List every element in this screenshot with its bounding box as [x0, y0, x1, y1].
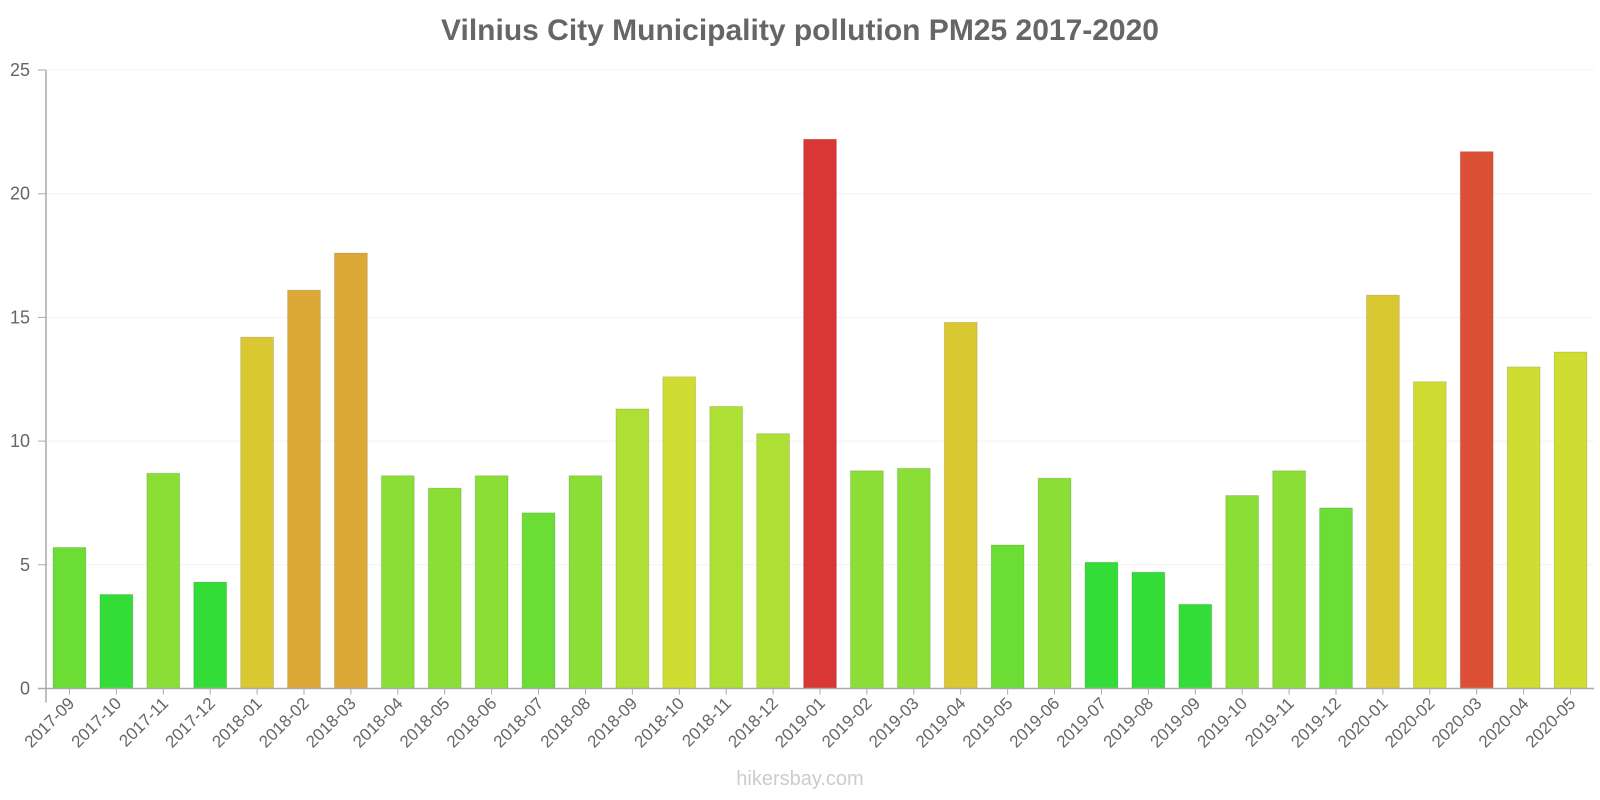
x-tick-label: 2019-03 — [865, 694, 923, 752]
x-tick-label: 2018-06 — [443, 694, 501, 752]
x-tick-label: 2019-01 — [771, 694, 829, 752]
bar — [568, 475, 603, 689]
bar — [1319, 507, 1353, 690]
bar — [1412, 381, 1447, 689]
bar — [1178, 603, 1213, 689]
x-tick-label: 2020-03 — [1428, 694, 1486, 752]
x-tick-label: 2017-12 — [161, 694, 219, 752]
x-tick-label: 2020-02 — [1381, 694, 1439, 752]
bar — [333, 252, 368, 690]
bar — [1131, 571, 1166, 689]
x-tick-label: 2017-09 — [21, 694, 79, 752]
bar — [380, 475, 415, 689]
bar — [709, 405, 744, 689]
y-tick-label: 0 — [20, 679, 30, 699]
x-tick-label: 2018-10 — [631, 694, 689, 752]
x-tick-label: 2018-01 — [208, 694, 266, 752]
bar — [1037, 477, 1072, 689]
x-tick-label: 2018-07 — [490, 694, 548, 752]
bar — [849, 470, 884, 689]
bar — [240, 336, 275, 689]
bar — [1084, 561, 1119, 689]
x-tick-label: 2019-09 — [1147, 694, 1205, 752]
y-tick-label: 15 — [10, 307, 30, 327]
x-tick-label: 2018-12 — [724, 694, 782, 752]
x-tick-label: 2020-04 — [1475, 694, 1533, 752]
bar — [521, 512, 556, 690]
y-tick-label: 5 — [20, 555, 30, 575]
bar — [99, 593, 134, 689]
x-tick-label: 2018-03 — [302, 694, 360, 752]
bar — [474, 475, 509, 689]
x-tick-label: 2019-05 — [959, 694, 1017, 752]
y-tick-label: 25 — [10, 60, 30, 80]
bar — [1506, 366, 1541, 689]
bar — [427, 487, 462, 689]
x-tick-label: 2017-10 — [68, 694, 126, 752]
bar — [1365, 294, 1400, 689]
x-tick-label: 2019-10 — [1193, 694, 1251, 752]
x-tick-label: 2019-08 — [1100, 694, 1158, 752]
watermark: hikersbay.com — [736, 768, 864, 790]
x-tick-label: 2019-02 — [818, 694, 876, 752]
x-tick-label: 2017-11 — [115, 694, 172, 751]
x-tick-label: 2018-02 — [255, 694, 313, 752]
bar — [287, 289, 321, 689]
bar — [756, 433, 791, 690]
x-tick-label: 2020-01 — [1334, 694, 1392, 752]
x-tick-label: 2018-05 — [396, 694, 454, 752]
bar — [615, 408, 650, 689]
chart-title: Vilnius City Municipality pollution PM25… — [441, 14, 1159, 47]
bar — [1553, 351, 1588, 689]
bar — [1459, 151, 1494, 689]
bar — [1225, 495, 1260, 690]
x-tick-label: 2019-12 — [1287, 694, 1345, 752]
x-tick-label: 2020-05 — [1522, 694, 1580, 752]
x-tick-label: 2019-06 — [1006, 694, 1064, 752]
y-tick-label: 10 — [10, 431, 30, 451]
bar — [803, 138, 837, 690]
x-tick-label: 2018-11 — [678, 694, 735, 751]
bar — [990, 544, 1025, 689]
y-tick-label: 20 — [10, 184, 30, 204]
bar — [52, 546, 87, 689]
x-tick-label: 2019-11 — [1241, 694, 1298, 751]
x-tick-label: 2018-08 — [537, 694, 595, 752]
bar — [943, 321, 978, 689]
bar — [193, 581, 228, 689]
x-tick-label: 2018-09 — [584, 694, 642, 752]
bar — [662, 376, 697, 689]
bar — [896, 467, 931, 689]
x-tick-label: 2018-04 — [349, 694, 407, 752]
bar — [146, 472, 181, 689]
x-tick-label: 2019-04 — [912, 694, 970, 752]
x-tick-label: 2019-07 — [1053, 694, 1111, 752]
bar — [1272, 470, 1307, 689]
